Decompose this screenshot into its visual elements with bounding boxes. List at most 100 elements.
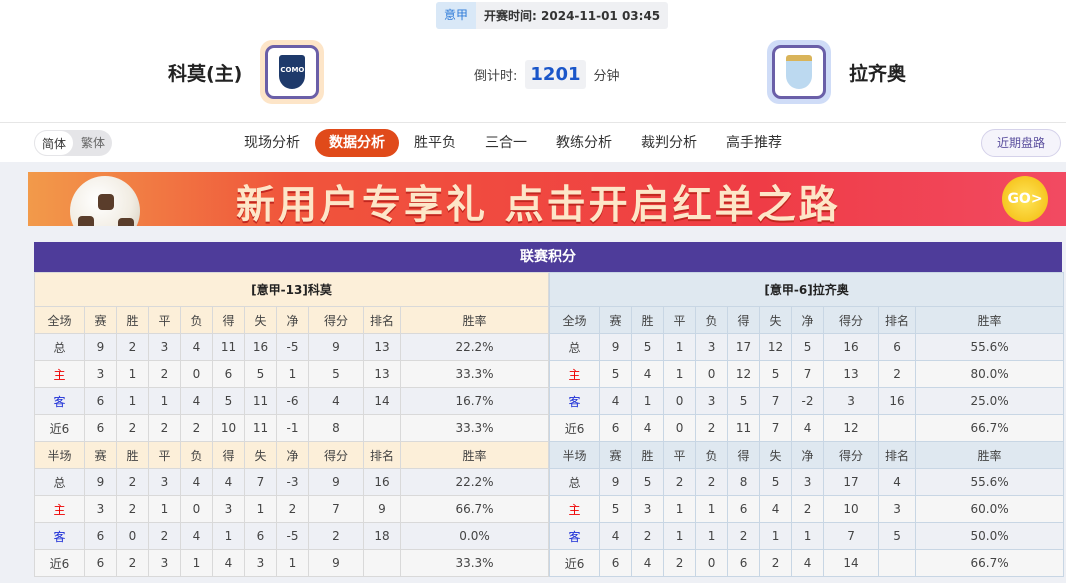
table-cell: 0: [695, 549, 729, 577]
table-cell: 80.0%: [915, 360, 1065, 388]
table-cell: 6: [727, 495, 761, 523]
table-cell: 7: [308, 495, 364, 523]
table-cell: 4: [180, 522, 213, 550]
language-toggle[interactable]: 简体 繁体: [34, 130, 113, 156]
column-header: 失: [244, 441, 277, 469]
tab-6[interactable]: 高手推荐: [726, 135, 782, 151]
countdown-unit: 分钟: [593, 69, 620, 84]
row-label: 近6: [549, 549, 601, 577]
column-header: 失: [244, 306, 277, 334]
table-cell: 0: [663, 414, 697, 442]
table-row: 总 9 2 3 4 4 7 -3 9 16 22.2%: [34, 468, 550, 496]
home-team-name[interactable]: 科莫(主): [168, 62, 243, 85]
row-label: 主: [34, 360, 85, 388]
table-cell: 2: [180, 414, 213, 442]
table-cell: 3: [695, 333, 729, 361]
table-cell: 3: [244, 549, 277, 577]
table-cell: 6: [84, 522, 117, 550]
table-cell: 1: [759, 522, 793, 550]
column-header: 失: [759, 441, 793, 469]
tab-4[interactable]: 教练分析: [556, 135, 612, 151]
table-row: 客 4 2 1 1 2 1 1 7 5 50.0%: [549, 522, 1065, 550]
table-cell: 33.3%: [399, 360, 550, 388]
column-header: 得分: [823, 306, 880, 334]
table-cell: 33.3%: [399, 414, 550, 442]
table-row: 总 9 5 2 2 8 5 3 17 4 55.6%: [549, 468, 1065, 496]
table-cell: -1: [276, 414, 309, 442]
table-cell: 3: [84, 495, 117, 523]
away-team-logo[interactable]: [767, 40, 831, 104]
away-team[interactable]: 拉齐奥: [767, 40, 906, 104]
tab-3[interactable]: 三合一: [485, 135, 527, 151]
table-cell: 2: [148, 414, 181, 442]
table-cell: 12: [727, 360, 761, 388]
column-header: 赛: [599, 441, 633, 469]
table-cell: [878, 414, 917, 442]
lang-traditional[interactable]: 繁体: [81, 136, 106, 150]
home-team-logo[interactable]: COMO: [260, 40, 325, 104]
table-cell: 1: [148, 387, 181, 415]
table-cell: 7: [823, 522, 880, 550]
table-cell: 66.7%: [399, 495, 550, 523]
table-cell: 5: [759, 468, 793, 496]
table-cell: 9: [308, 333, 364, 361]
column-header: 全场: [34, 306, 85, 334]
table-cell: 7: [759, 414, 793, 442]
column-header: 半场: [34, 441, 85, 469]
standings-title: 联赛积分: [34, 242, 1062, 272]
column-header: 净: [791, 306, 825, 334]
column-header: 排名: [878, 441, 917, 469]
home-team[interactable]: 科莫(主) COMO: [168, 40, 325, 104]
table-cell: 13: [823, 360, 880, 388]
table-cell: 12: [823, 414, 880, 442]
table-cell: 6: [244, 522, 277, 550]
table-cell: 18: [363, 522, 401, 550]
table-cell: -3: [276, 468, 309, 496]
row-label: 主: [549, 495, 601, 523]
table-cell: 22.2%: [399, 333, 550, 361]
table-cell: 9: [308, 468, 364, 496]
row-label: 近6: [549, 414, 601, 442]
table-row: 主 3 2 1 0 3 1 2 7 9 66.7%: [34, 495, 550, 523]
column-header: 排名: [363, 306, 401, 334]
column-header: 得分: [308, 441, 364, 469]
table-cell: 17: [823, 468, 880, 496]
tab-5[interactable]: 裁判分析: [641, 135, 697, 151]
table-cell: 0.0%: [399, 522, 550, 550]
table-cell: 14: [363, 387, 401, 415]
recent-odds-button[interactable]: 近期盘路: [981, 129, 1061, 157]
table-cell: 11: [727, 414, 761, 442]
table-cell: 4: [180, 468, 213, 496]
table-cell: 1: [116, 387, 149, 415]
row-label: 总: [34, 468, 85, 496]
table-cell: 3: [212, 495, 245, 523]
table-cell: 2: [695, 414, 729, 442]
away-team-name[interactable]: 拉齐奥: [849, 62, 907, 85]
promo-banner[interactable]: 新用户专享礼 点击开启红单之路 GO>: [28, 172, 1066, 226]
table-cell: 2: [791, 495, 825, 523]
league-standings: 联赛积分 [意甲-13]科莫 全场赛胜平负得失净得分 排名 胜率总 9 2 3 4 11 16 -5…: [33, 242, 1065, 577]
table-cell: 5: [244, 360, 277, 388]
table-cell: 7: [244, 468, 277, 496]
table-cell: 4: [631, 414, 665, 442]
tab-2[interactable]: 胜平负: [414, 135, 456, 151]
tab-1[interactable]: 数据分析: [315, 129, 399, 157]
table-cell: 5: [599, 360, 633, 388]
league-badge[interactable]: 意甲: [436, 2, 477, 29]
go-button[interactable]: GO>: [1002, 176, 1048, 222]
table-cell: 1: [148, 495, 181, 523]
table-cell: 5: [212, 387, 245, 415]
table-cell: 11: [244, 387, 277, 415]
lang-simplified[interactable]: 简体: [34, 130, 75, 156]
table-cell: 1: [695, 522, 729, 550]
table-cell: 2: [116, 468, 149, 496]
column-header: 赛: [599, 306, 633, 334]
column-header: 平: [663, 306, 697, 334]
column-header: 负: [695, 441, 729, 469]
table-cell: 66.7%: [915, 549, 1065, 577]
table-cell: 1: [276, 549, 309, 577]
table-cell: 16: [823, 333, 880, 361]
column-header: 失: [759, 306, 793, 334]
away-standings-table: [意甲-6]拉齐奥 全场赛胜平负得失净得分 排名 胜率总 9 5 1 3 17 12 5 16 6 55.…: [549, 272, 1065, 577]
tab-0[interactable]: 现场分析: [244, 135, 300, 151]
